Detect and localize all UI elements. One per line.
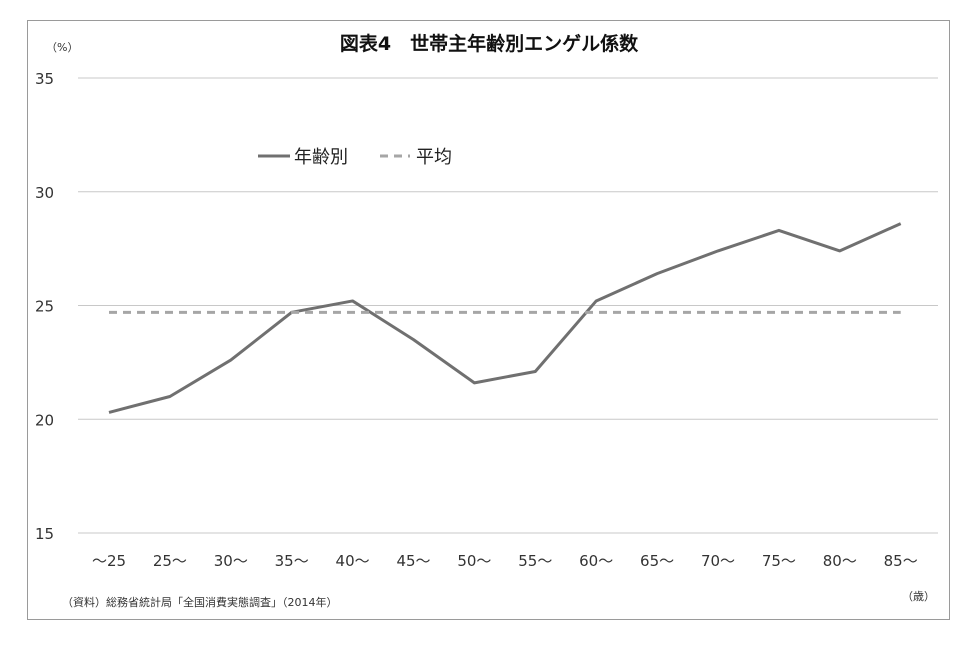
source-note: （資料）総務省統計局「全国消費実態調査」（2014年） bbox=[62, 595, 338, 609]
y-unit-label: （%） bbox=[46, 41, 78, 54]
x-tick-label: 85～ bbox=[884, 552, 918, 570]
x-axis-ticks: ～25 25～ 30～ 35～ 40～ 45～ 50～ 55～ 60～ 65～ 70～ 75～ 80～ 8… bbox=[92, 552, 918, 570]
y-tick-label: 30 bbox=[35, 184, 54, 202]
x-tick-label: 75～ bbox=[762, 552, 796, 570]
y-tick-label: 20 bbox=[35, 411, 54, 429]
series-line-age bbox=[108, 222, 902, 414]
x-tick-label: 70～ bbox=[701, 552, 735, 570]
y-tick-label: 25 bbox=[35, 298, 54, 316]
x-unit-label: （歳） bbox=[902, 590, 935, 603]
x-tick-label: 25～ bbox=[153, 552, 187, 570]
chart-title: 図表4 世帯主年齢別エンゲル係数 bbox=[340, 32, 639, 55]
x-tick-label: ～25 bbox=[92, 552, 126, 570]
x-tick-label: 40～ bbox=[336, 552, 370, 570]
x-tick-label: 55～ bbox=[518, 552, 552, 570]
y-tick-label: 35 bbox=[35, 70, 54, 88]
x-tick-label: 35～ bbox=[275, 552, 309, 570]
legend: 年齢別 平均 bbox=[258, 147, 452, 168]
y-tick-label: 15 bbox=[35, 525, 54, 543]
legend-label-average: 平均 bbox=[416, 147, 452, 168]
x-tick-label: 60～ bbox=[579, 552, 613, 570]
x-tick-label: 45～ bbox=[396, 552, 430, 570]
y-axis-ticks: 15 20 25 30 35 bbox=[35, 70, 54, 543]
series-layer bbox=[108, 222, 902, 414]
x-tick-label: 80～ bbox=[823, 552, 857, 570]
x-tick-label: 30～ bbox=[214, 552, 248, 570]
x-tick-label: 50～ bbox=[457, 552, 491, 570]
gridlines bbox=[78, 77, 938, 534]
legend-label-age: 年齢別 bbox=[294, 147, 348, 168]
chart-frame bbox=[27, 20, 950, 620]
x-tick-label: 65～ bbox=[640, 552, 674, 570]
